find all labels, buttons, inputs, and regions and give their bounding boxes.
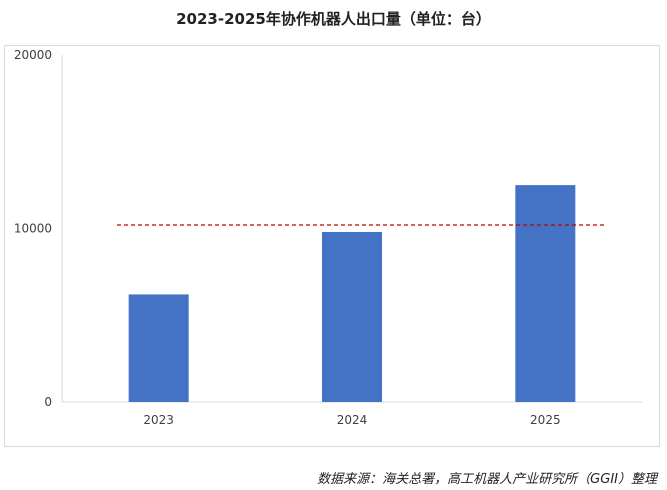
chart-title: 2023-2025年协作机器人出口量（单位：台） [176,10,491,28]
y-tick-label: 20000 [14,48,52,62]
y-tick-label: 10000 [14,222,52,236]
x-tick-label: 2024 [337,413,368,427]
y-tick-label: 0 [44,395,52,409]
bar [322,231,382,402]
x-tick-label: 2023 [143,413,174,427]
source-note: 数据来源：海关总署，高工机器人产业研究所（GGII）整理 [317,472,657,487]
x-tick-label: 2025 [530,413,561,427]
bar [515,185,576,402]
bar [128,294,189,402]
